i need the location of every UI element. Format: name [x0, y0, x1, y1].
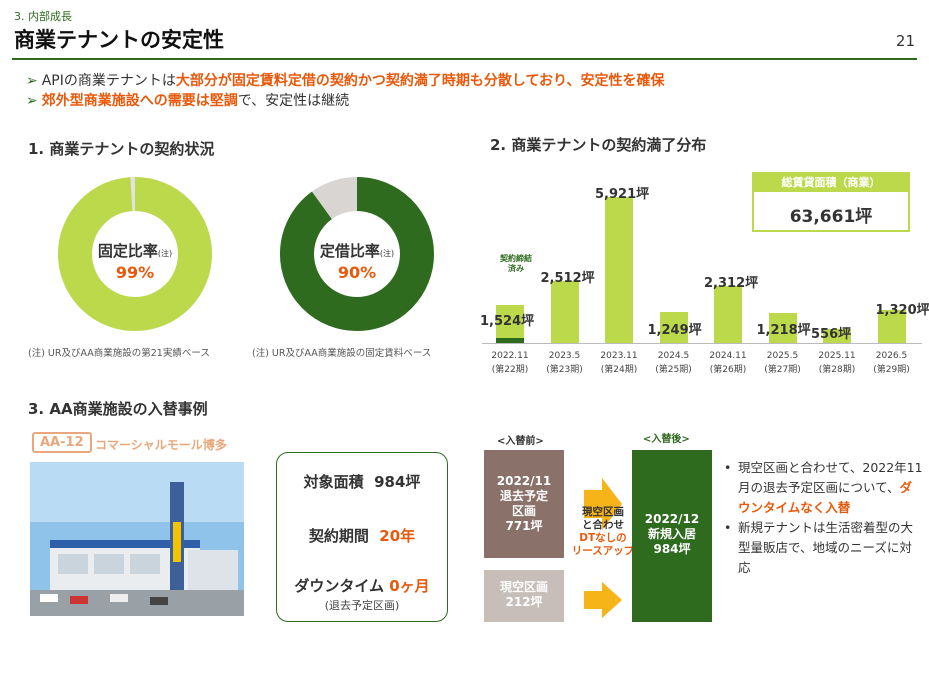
donut-fixed-label: 固定比率(注) 99% [97, 242, 173, 282]
donut-term [280, 177, 434, 331]
x-tick-label: 2024.11 (第26期) [709, 351, 747, 375]
arrow-right-icon [584, 478, 622, 530]
bar-value-label: 1,218坪 [756, 323, 811, 338]
property-photo [30, 462, 244, 616]
arrow-icon: ➢ [26, 73, 38, 89]
total-area-heading: 総賃貸面積（商業） [754, 174, 908, 192]
bullet-2: ➢ 郊外型商業施設への需要は堅調で、安定性は継続 [26, 93, 350, 109]
expiry-chart: 1,524坪 2022.11 (第22期) 2,512坪 2023.5 (第23期) 5,9… [478, 187, 929, 385]
info-area: 対象面積 984坪 [303, 473, 421, 491]
arrow-right-icon-small [584, 582, 622, 618]
case-info-box: 対象面積 984坪 契約期間 20年 ダウンタイム 0ヶ月 (退去予定区画) [276, 452, 448, 622]
bar-concluded [496, 338, 524, 343]
mid-text: 現空区画 と合わせ DTなしの リースアップ [571, 506, 635, 557]
title-rule [12, 58, 917, 60]
bar-value-label: 2,512坪 [540, 271, 595, 287]
after-label: <入替後> [643, 434, 690, 445]
x-axis [482, 343, 922, 344]
section1-title: 1. 商業テナントの契約状況 [28, 140, 215, 158]
bar-value-label: 1,524坪 [480, 314, 535, 329]
bar-2025.5 [768, 312, 797, 343]
arrow-icon: ➢ [26, 93, 38, 109]
bar-2024.11 [714, 285, 742, 343]
total-area-box: 総賃貸面積（商業） 63,661坪 [752, 172, 910, 232]
before-label: <入替前> [497, 436, 544, 447]
bar-2023.11 [605, 196, 633, 343]
before-block-vacant: 現空区画 212坪 [484, 570, 564, 622]
donut-term-note: (注) UR及びAA商業施設の固定賃料ベース [252, 348, 432, 359]
property-tag: AA-12 [32, 432, 92, 453]
case-notes: 現空区画と合わせて、2022年11月の退去予定区画について、ダウンタイムなく入替… [724, 458, 924, 578]
bar-value-label: 556坪 [811, 327, 852, 342]
bar-2022.11 [496, 305, 524, 343]
property-name: コマーシャルモール博多 [95, 438, 227, 452]
info-term: 契約期間 20年 [308, 527, 416, 545]
before-block-vacating: 2022/11 退去予定 区画 771坪 [484, 450, 564, 558]
page-number: 21 [895, 32, 915, 50]
x-tick-label: 2025.5 (第27期) [764, 351, 801, 375]
section2-title: 2. 商業テナントの契約満了分布 [490, 136, 707, 154]
x-tick-label: 2022.11 (第22期) [491, 351, 529, 375]
page-title: 商業テナントの安定性 [14, 28, 224, 52]
x-tick-label: 2023.5 (第23期) [546, 351, 583, 375]
after-block-new-tenant: 2022/12 新規入居 984坪 [632, 450, 712, 622]
concluded-label: 契約締結済み [500, 254, 532, 273]
bar-2026.5 [877, 310, 906, 343]
section3-title: 3. AA商業施設の入替事例 [28, 400, 208, 418]
x-tick-label: 2024.5 (第25期) [655, 351, 692, 375]
bar-2023.5 [550, 281, 579, 343]
bar-value-label: 1,249坪 [647, 323, 702, 338]
bar-value-label: 5,921坪 [595, 186, 650, 202]
x-tick-label: 2026.5 (第29期) [873, 351, 910, 375]
bar-value-label: 2,312坪 [704, 275, 759, 291]
donut-term-label: 定借比率(注) 90% [319, 242, 395, 282]
bar-value-label: 1,320坪 [875, 303, 929, 318]
x-tick-label: 2025.11 (第28期) [818, 351, 856, 375]
bar-2025.11 [823, 329, 851, 343]
bar-2024.5 [659, 312, 688, 343]
info-downtime-note: (退去予定区画) [324, 599, 400, 612]
bullet-1: ➢ APIの商業テナントは大部分が固定賃料定借の契約かつ契約満了時期も分散しており… [26, 73, 665, 89]
x-tick-label: 2023.11 (第24期) [600, 351, 638, 375]
case-note-1: 現空区画と合わせて、2022年11月の退去予定区画について、ダウンタイムなく入替 [724, 458, 924, 518]
donut-fixed [58, 177, 212, 331]
info-downtime: ダウンタイム 0ヶ月 [294, 577, 430, 595]
total-area-value: 63,661坪 [789, 207, 873, 227]
section-label: 3. 内部成長 [14, 10, 72, 23]
case-note-2: 新規テナントは生活密着型の大型量販店で、地域のニーズに対応 [724, 518, 924, 578]
donut-fixed-note: (注) UR及びAA商業施設の第21実績ベース [28, 348, 210, 359]
